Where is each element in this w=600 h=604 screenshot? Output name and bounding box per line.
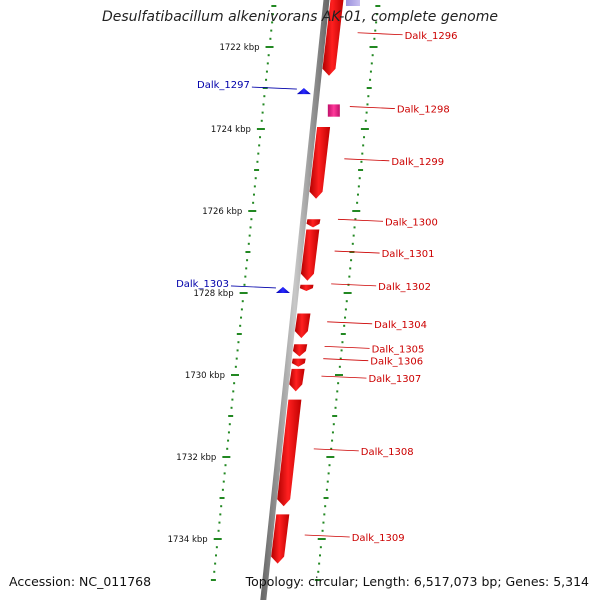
gene-dalk-1299[interactable] bbox=[309, 126, 331, 199]
scale-label: 1724 kbp bbox=[211, 125, 251, 135]
gene-dalk-1303[interactable] bbox=[275, 286, 290, 293]
gene-label-leader bbox=[321, 375, 367, 379]
scale-label: 1722 kbp bbox=[219, 43, 259, 53]
topology-text: Topology: circular; Length: 6,517,073 bp… bbox=[245, 574, 589, 589]
gene-label-leader bbox=[349, 106, 395, 109]
gene-label-leader bbox=[334, 250, 380, 254]
gene-label[interactable]: Dalk_1301 bbox=[382, 249, 435, 260]
gene-label-leader bbox=[331, 283, 377, 287]
tick-layer bbox=[210, 5, 381, 581]
gene-dalk-1305[interactable] bbox=[292, 344, 308, 357]
gene-label-leader bbox=[230, 285, 276, 289]
gene-label[interactable]: Dalk_1303 bbox=[176, 279, 229, 290]
gene-label-leader bbox=[344, 158, 390, 162]
gene-dalk-1309[interactable] bbox=[271, 514, 290, 564]
gene-dalk-1307[interactable] bbox=[289, 368, 305, 392]
label-layer: 1722 kbp 1724 kbp 1726 kbp 1728 kbp 1730 kbp… bbox=[168, 31, 458, 545]
gene-dalk-1296[interactable] bbox=[322, 0, 344, 76]
genome-backbone bbox=[259, 0, 330, 604]
gene-label[interactable]: Dalk_1306 bbox=[370, 357, 423, 368]
gene-label[interactable]: Dalk_1298 bbox=[397, 105, 450, 116]
accession-text: Accession: NC_011768 bbox=[9, 574, 152, 589]
gene-dalk-1298[interactable] bbox=[327, 104, 340, 117]
gene-dalk-1302[interactable] bbox=[299, 284, 314, 291]
gene-label[interactable]: Dalk_1308 bbox=[361, 447, 414, 458]
gene-dalk-1297[interactable] bbox=[296, 88, 311, 95]
gene-label[interactable]: Dalk_1309 bbox=[352, 533, 405, 544]
gene-dalk-1308[interactable] bbox=[277, 399, 302, 507]
gene-label-leader bbox=[324, 346, 370, 349]
gene-dalk-1301[interactable] bbox=[300, 229, 320, 281]
gene-dalk-1300[interactable] bbox=[306, 219, 321, 228]
gene-label-leader bbox=[304, 534, 350, 538]
gene-label-leader bbox=[327, 321, 373, 325]
gene-label-leader bbox=[357, 32, 403, 36]
scale-label: 1730 kbp bbox=[185, 371, 225, 381]
gene-label[interactable]: Dalk_1305 bbox=[372, 344, 425, 355]
gene-dalk-1306[interactable] bbox=[291, 358, 306, 367]
scale-label: 1732 kbp bbox=[176, 453, 216, 463]
backbone-layer bbox=[259, 0, 330, 604]
gene-label[interactable]: Dalk_1300 bbox=[385, 217, 438, 228]
gene-dalk-1304[interactable] bbox=[294, 313, 311, 339]
partial-gene-top bbox=[346, 0, 360, 6]
gene-label-leader bbox=[323, 358, 369, 362]
gene-layer bbox=[271, 0, 360, 564]
gene-label[interactable]: Dalk_1304 bbox=[374, 320, 427, 331]
scale-label: 1728 kbp bbox=[194, 289, 234, 299]
scale-label: 1734 kbp bbox=[168, 535, 208, 545]
gene-label[interactable]: Dalk_1302 bbox=[378, 282, 431, 293]
gene-label[interactable]: Dalk_1307 bbox=[368, 374, 421, 385]
gene-label-leader bbox=[251, 86, 297, 90]
map-title: Desulfatibacillum alkenivorans AK-01, co… bbox=[101, 9, 499, 25]
gene-label-leader bbox=[337, 218, 383, 222]
scale-label: 1726 kbp bbox=[202, 207, 242, 217]
gene-label[interactable]: Dalk_1297 bbox=[197, 80, 250, 91]
gene-label[interactable]: Dalk_1299 bbox=[391, 157, 444, 168]
gene-label[interactable]: Dalk_1296 bbox=[405, 31, 458, 42]
gene-label-leader bbox=[313, 448, 359, 452]
